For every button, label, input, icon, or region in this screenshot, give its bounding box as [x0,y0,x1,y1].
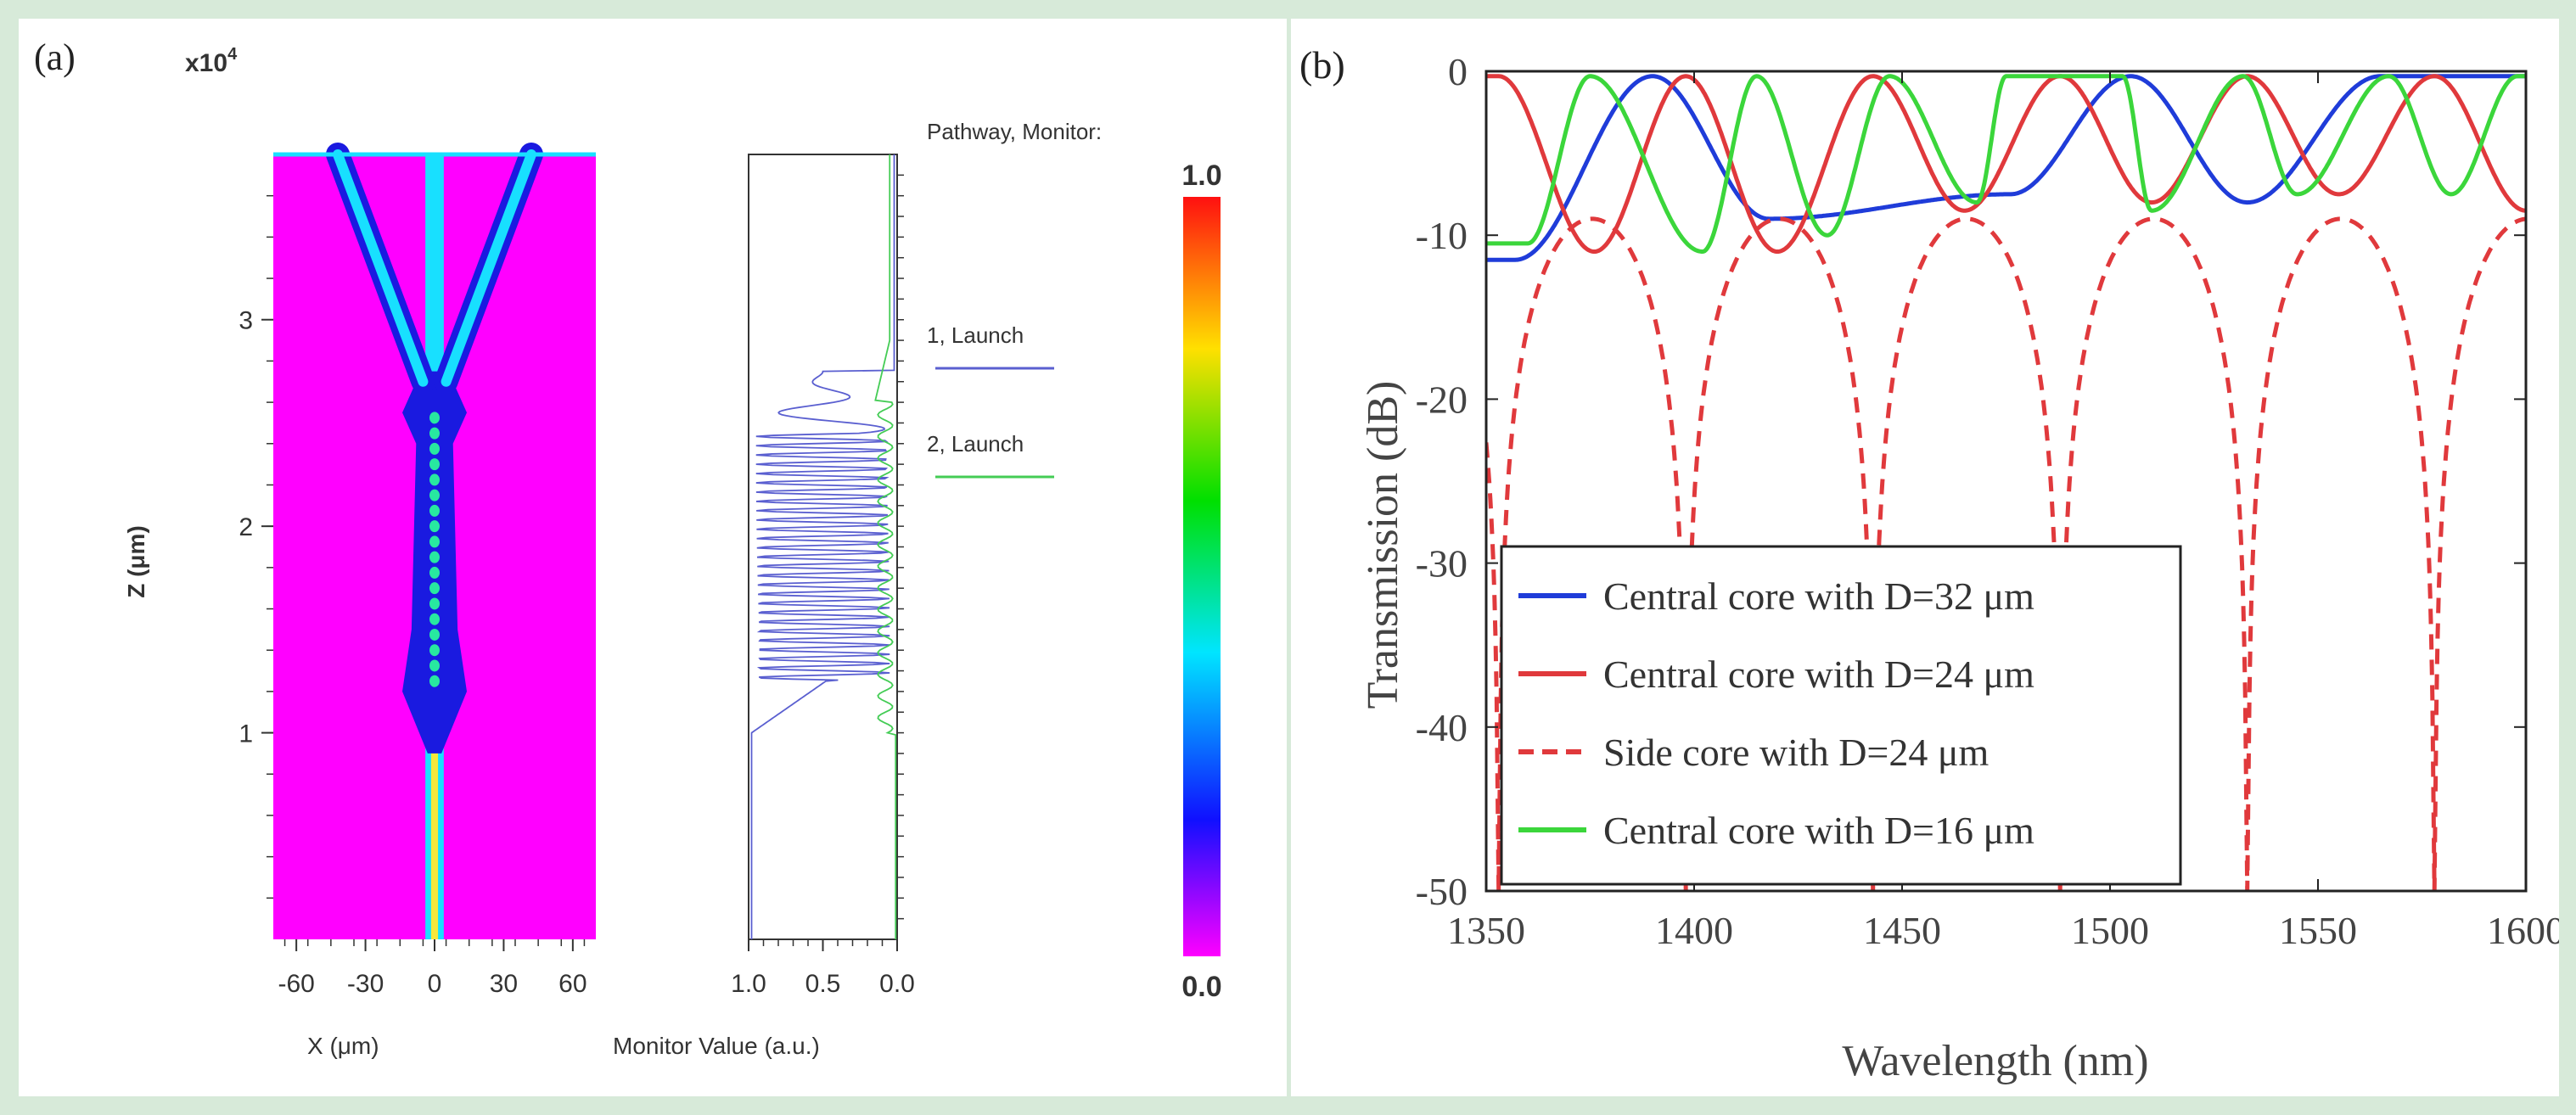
left-branch [333,149,429,387]
exponent-label: x104 [185,45,238,77]
beat-spot [429,675,440,687]
monitor-xlabel: Monitor Value (a.u.) [613,1033,820,1059]
plot-frame [1484,70,2528,893]
x-tick-label: 1450 [1863,909,1941,952]
x-tick-label: 1500 [2071,909,2149,952]
panel-b: (b) 0 -10 -20 -30 -40 -50 1350 1400 1450 1500 1550… [1291,19,2559,1096]
beat-spot [429,566,440,579]
beat-spot [429,582,440,595]
beat-spot [429,442,440,455]
legend-label-3: Side core with D=24 μm [1603,731,1990,774]
field-map: -60 -30 0 30 60 1 2 3 [239,143,596,998]
y-tick-label: -40 [1416,706,1468,749]
legend-label-2: Central core with D=24 μm [1603,653,2034,696]
monitor-x-tick-label: 0.5 [805,970,841,998]
x-tick-label: 60 [558,970,586,998]
y-tick-label: -30 [1416,542,1468,586]
transmission-ylabel: Transmission (dB) [1359,381,1407,709]
beat-spot [429,427,440,440]
beat-spot [429,520,440,533]
monitor-legend-label-2: 2, Launch [927,431,1024,457]
x-tick-label: 1350 [1447,909,1525,952]
series-4-line [1486,74,2526,254]
right-branch [441,149,536,387]
x-tick-label: 0 [428,970,442,998]
colorbar-max-label: 1.0 [1181,160,1221,192]
x-tick-label: 30 [490,970,518,998]
y-tick-label: -20 [1416,378,1468,421]
beat-spot [429,458,440,471]
legend-box [1500,545,2182,886]
y-tick-label: -50 [1416,870,1468,913]
beat-spot [429,535,440,548]
transmission-legend: Central core with D=32 μm Central core wi… [1500,545,2182,886]
z-tick-label: 2 [239,513,253,541]
beat-spot [429,551,440,563]
beat-spot [429,613,440,625]
monitor-series-2 [874,154,897,939]
field-map-xlabel: X (μm) [307,1033,379,1059]
x-tick-label: 1600 [2487,909,2559,952]
x-tick-label: -30 [347,970,384,998]
z-tick-label: 1 [239,720,253,748]
beat-spot [429,489,440,501]
colorbar-min-label: 0.0 [1181,971,1221,1003]
beat-spot [429,628,440,641]
x-tick-label: 1550 [2279,909,2357,952]
central-core-hotline [430,712,439,939]
monitor-legend-title: Pathway, Monitor: [927,119,1102,144]
beat-spot [429,473,440,486]
legend-label-1: Central core with D=32 μm [1603,574,2034,618]
panel-a-figure: (a) x104 -60 -30 0 30 60 1 2 3 X (μm) Z (μm) 1.… [34,36,1222,1059]
x-tick-label: 1400 [1655,909,1733,952]
legend-label-4: Central core with D=16 μm [1603,809,2034,852]
panel-a: (a) x104 -60 -30 0 30 60 1 2 3 X (μm) Z (μm) 1.… [19,19,1287,1096]
x-tick-label: -60 [278,970,314,998]
beat-spot [429,504,440,517]
colorbar [1183,197,1221,956]
beat-spot [429,644,440,657]
y-tick-label: -10 [1416,214,1468,257]
transmission-xlabel: Wavelength (nm) [1842,1037,2148,1085]
monitor-legend-label-1: 1, Launch [927,322,1024,348]
monitor-plot: 1.0 0.5 0.0 [731,154,915,998]
series-1-line [1486,74,2526,262]
monitor-series-1 [750,154,895,939]
y-tick-label: 0 [1448,50,1468,93]
field-map-ylabel: Z (μm) [123,525,149,598]
beat-spot [429,659,440,672]
panel-label-a: (a) [34,36,76,78]
series-2-line [1486,74,2526,254]
beat-spot [429,597,440,610]
z-tick-label: 3 [239,307,253,335]
beat-spot [429,412,440,424]
monitor-x-tick-label: 1.0 [731,970,766,998]
monitor-x-tick-label: 0.0 [879,970,915,998]
panel-label-b: (b) [1299,43,1345,87]
series-3-line [1486,216,2526,891]
